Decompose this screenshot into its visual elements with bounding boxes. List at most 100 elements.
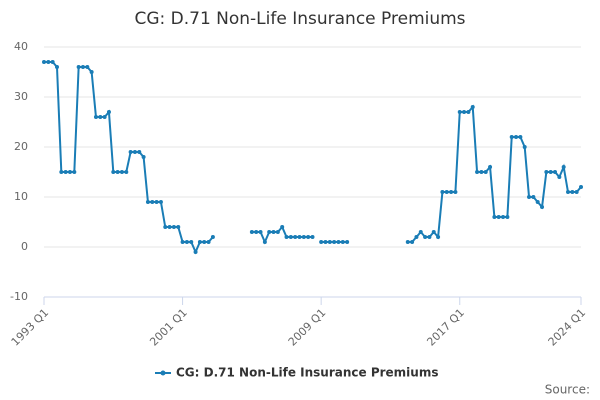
point (505, 215, 510, 219)
point (410, 240, 415, 244)
point (332, 240, 337, 244)
point (154, 200, 159, 204)
point (171, 225, 176, 229)
point (566, 190, 571, 194)
point (483, 170, 488, 174)
point (496, 215, 501, 219)
point (145, 200, 150, 204)
point (418, 230, 423, 234)
point (570, 190, 575, 194)
point (579, 185, 583, 189)
y-tick-label: 10 (14, 190, 28, 203)
point (462, 110, 467, 114)
point (89, 70, 94, 74)
point (423, 235, 428, 239)
point (72, 170, 77, 174)
y-tick-label: 0 (21, 240, 28, 253)
point (531, 195, 536, 199)
point (275, 230, 280, 234)
point (284, 235, 289, 239)
point (336, 240, 341, 244)
point (310, 235, 315, 239)
point (150, 200, 155, 204)
chart-title: CG: D.71 Non-Life Insurance Premiums (134, 9, 465, 29)
x-tick-label: 2017 Q1 (424, 306, 467, 349)
point (124, 170, 129, 174)
point (67, 170, 72, 174)
x-tick-label: 2001 Q1 (147, 306, 190, 349)
point (119, 170, 124, 174)
point (258, 230, 263, 234)
point (475, 170, 480, 174)
legend-label: CG: D.71 Non-Life Insurance Premiums (176, 366, 438, 380)
point (323, 240, 328, 244)
point (431, 230, 436, 234)
source: Source: (545, 383, 590, 397)
point (42, 60, 46, 64)
point (319, 240, 324, 244)
point (189, 240, 194, 244)
point (436, 235, 441, 239)
point (163, 225, 168, 229)
point (453, 190, 458, 194)
y-tick-label: 40 (14, 40, 28, 53)
point (115, 170, 120, 174)
point (479, 170, 484, 174)
point (267, 230, 272, 234)
point (544, 170, 549, 174)
point (93, 115, 98, 119)
point (271, 230, 276, 234)
point (206, 240, 211, 244)
point (193, 250, 198, 254)
point (54, 65, 59, 69)
point (184, 240, 189, 244)
point (514, 135, 519, 139)
line (44, 61, 582, 255)
point (85, 65, 90, 69)
point (76, 65, 81, 69)
point (180, 240, 185, 244)
point (345, 240, 350, 244)
point (137, 150, 142, 154)
point (557, 175, 562, 179)
point (262, 240, 267, 244)
point (297, 235, 302, 239)
point (405, 240, 410, 244)
point (501, 215, 506, 219)
point (197, 240, 202, 244)
x-tick-label: 1993 Q1 (9, 306, 52, 349)
point (301, 235, 306, 239)
point (449, 190, 454, 194)
point (280, 225, 285, 229)
point (518, 135, 523, 139)
point (306, 235, 311, 239)
x-tick-label: 2009 Q1 (286, 306, 329, 349)
point (128, 150, 133, 154)
point (158, 200, 163, 204)
y-tick-label: -10 (10, 290, 28, 303)
x-tick-label: 2024 Q1 (546, 306, 589, 349)
point (561, 165, 566, 169)
point (102, 115, 107, 119)
point (509, 135, 514, 139)
point (492, 215, 497, 219)
point (327, 240, 332, 244)
point (444, 190, 449, 194)
point (457, 110, 462, 114)
point (522, 145, 527, 149)
point (414, 235, 419, 239)
point (340, 240, 345, 244)
y-tick-label: 30 (14, 90, 28, 103)
point (254, 230, 259, 234)
point (249, 230, 254, 234)
point (293, 235, 298, 239)
point (132, 150, 137, 154)
point (176, 225, 181, 229)
point (50, 60, 55, 64)
point (440, 190, 445, 194)
point (470, 105, 475, 109)
point (574, 190, 579, 194)
point (466, 110, 471, 114)
